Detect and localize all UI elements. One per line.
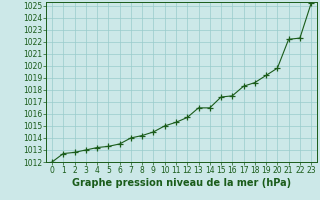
X-axis label: Graphe pression niveau de la mer (hPa): Graphe pression niveau de la mer (hPa) (72, 178, 291, 188)
